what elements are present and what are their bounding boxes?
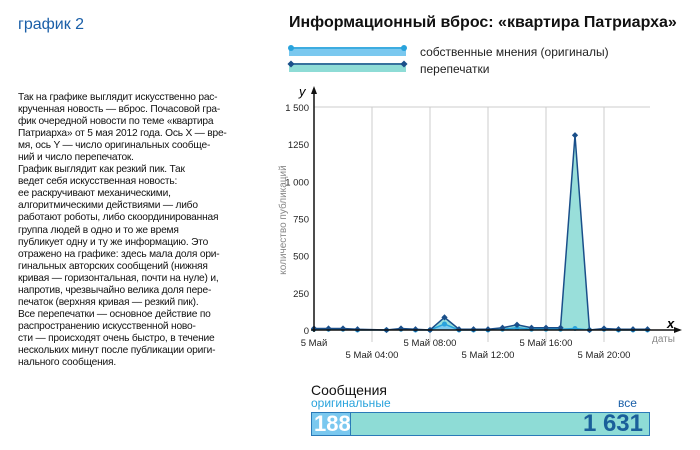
data-point	[442, 321, 447, 327]
legend-marker	[400, 60, 408, 68]
x-tick-label: 5 Май 20:00	[578, 350, 631, 361]
description-text: Так на графике выглядит искусственно рас…	[18, 92, 227, 369]
summary-bar: 188 1 631	[311, 412, 650, 436]
x-tick-label: 5 Май 12:00	[462, 350, 515, 361]
x-axis-label: даты	[652, 334, 675, 345]
legend-swatch	[289, 63, 406, 72]
legend-label-reprints: перепечатки	[420, 62, 490, 76]
data-point	[513, 321, 521, 328]
originals-count: 188	[312, 411, 351, 436]
legend-marker	[401, 45, 407, 51]
y-tick-label: 0	[304, 326, 309, 337]
y-axis-label: количество публикаций	[277, 165, 289, 274]
y-tick-label: 250	[293, 289, 309, 300]
x-tick-label: 5 Май	[301, 338, 328, 349]
legend-marker	[287, 60, 295, 68]
y-tick-label: 1 000	[285, 177, 309, 188]
y-tick-label: 1250	[288, 140, 309, 151]
series-line	[314, 135, 648, 331]
y-axis-letter: y	[298, 84, 307, 99]
figure-label: график 2	[18, 16, 85, 33]
data-point	[441, 314, 448, 321]
all-label: все	[618, 396, 637, 410]
area-reprints	[314, 135, 648, 330]
legend-swatch	[289, 47, 406, 56]
chart-title: Информационный вброс: «квартира Патриарх…	[289, 14, 677, 31]
data-point	[571, 132, 579, 139]
all-count: 1 631	[582, 410, 643, 437]
y-tick-label: 1 500	[285, 103, 309, 114]
summary-title: Сообщения	[311, 382, 387, 398]
x-tick-label: 5 Май 08:00	[404, 338, 457, 349]
x-axis-arrow	[674, 327, 682, 333]
originals-label: оригинальные	[311, 396, 391, 410]
y-tick-label: 500	[293, 252, 309, 263]
y-axis-arrow	[311, 86, 317, 94]
chart: y x даты количество публикаций 0 250 500 750 1 0…	[277, 45, 682, 361]
x-tick-label: 5 Май 16:00	[520, 338, 573, 349]
x-axis-letter: x	[666, 316, 675, 331]
y-tick-label: 750	[293, 215, 309, 226]
x-tick-label: 5 Май 04:00	[346, 350, 399, 361]
legend-label-originals: собственные мнения (оригиналы)	[420, 45, 609, 59]
legend-marker	[288, 45, 294, 51]
